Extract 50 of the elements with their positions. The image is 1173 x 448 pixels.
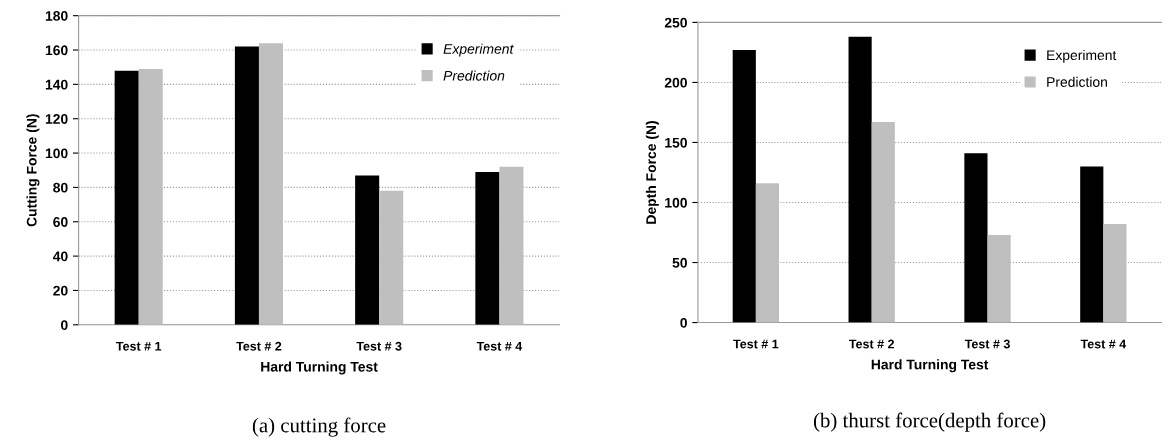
y-tick-label: 100 bbox=[45, 148, 68, 159]
bar bbox=[1103, 224, 1127, 323]
y-tick-label: 250 bbox=[664, 17, 687, 28]
bar bbox=[475, 171, 500, 325]
y-tick-label: 40 bbox=[52, 251, 68, 262]
x-tick-label: Test # 1 bbox=[733, 339, 779, 349]
y-tick-label: 200 bbox=[664, 77, 687, 88]
y-tick-label: 180 bbox=[45, 11, 68, 21]
bar bbox=[114, 70, 139, 325]
legend-label: Experiment bbox=[443, 43, 514, 57]
text: (b) thurst force(depth force) bbox=[813, 412, 1046, 432]
y-tick-label: 20 bbox=[53, 285, 68, 296]
x-tick-label: Test # 4 bbox=[1080, 339, 1127, 349]
y-tick-label: 100 bbox=[665, 197, 687, 208]
y-tick-label: 120 bbox=[45, 114, 68, 124]
x-axis-title: Hard Turning Test bbox=[871, 359, 989, 373]
legend-label: Prediction bbox=[1047, 76, 1107, 87]
y-tick-label: 80 bbox=[53, 182, 68, 193]
legend-label: Experiment bbox=[1047, 49, 1117, 63]
bar bbox=[964, 153, 988, 323]
x-tick-label: Test # 2 bbox=[849, 339, 894, 349]
bar bbox=[848, 36, 872, 323]
y-axis-title: Cutting Force (N) bbox=[26, 114, 40, 227]
bar bbox=[987, 234, 1011, 323]
bar bbox=[732, 50, 756, 323]
text: (a) cutting force bbox=[252, 417, 386, 437]
y-tick-label: 0 bbox=[680, 317, 687, 328]
bar bbox=[379, 190, 404, 325]
y-tick-label: 60 bbox=[53, 217, 68, 227]
x-tick-label: Test # 4 bbox=[476, 341, 523, 351]
y-tick-label: 50 bbox=[672, 257, 687, 268]
y-tick-label: 140 bbox=[45, 79, 68, 90]
legend-label: Prediction bbox=[443, 70, 505, 81]
x-tick-label: Test # 3 bbox=[964, 339, 1010, 349]
y-tick-label: 150 bbox=[665, 137, 687, 148]
bar bbox=[871, 122, 895, 323]
y-axis-title: Depth Force (N) bbox=[645, 121, 659, 224]
bar bbox=[234, 46, 259, 325]
bar bbox=[755, 183, 780, 323]
x-tick-label: Test # 3 bbox=[356, 341, 402, 351]
bar bbox=[138, 68, 163, 325]
bar bbox=[355, 175, 380, 325]
x-axis-title: Hard Turning Test bbox=[261, 361, 378, 375]
bar bbox=[1080, 166, 1104, 323]
bar bbox=[499, 166, 524, 325]
y-tick-label: 0 bbox=[61, 320, 68, 330]
x-tick-label: Test # 1 bbox=[116, 341, 162, 351]
y-tick-label: 160 bbox=[45, 45, 68, 56]
bar bbox=[258, 43, 283, 325]
x-tick-label: Test # 2 bbox=[236, 341, 282, 351]
